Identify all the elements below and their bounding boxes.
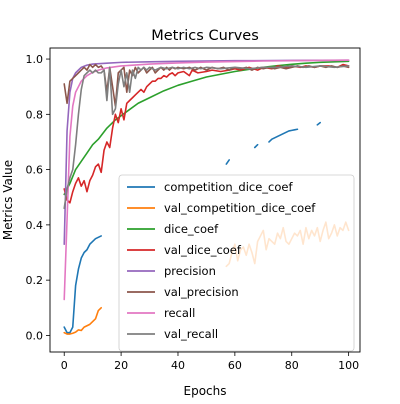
series-line-competition-dice-coef: [63, 121, 321, 334]
y-tick-label: 0.2: [26, 274, 44, 287]
x-tick-label: 0: [61, 359, 68, 372]
plot-area: [63, 59, 350, 335]
series-line-dice-coef: [63, 60, 350, 196]
chart-title: Metrics Curves: [151, 28, 259, 44]
legend-label-recall: recall: [164, 306, 195, 320]
x-tick-label: 60: [228, 359, 242, 372]
legend-label-precision: precision: [164, 264, 216, 278]
series-line-val-recall: [63, 65, 350, 210]
series-line-val-precision: [63, 63, 350, 107]
y-tick-label: 0.6: [26, 164, 44, 177]
y-tick-label: 0.4: [26, 219, 44, 232]
y-tick-label: 0.8: [26, 108, 44, 121]
series-line-recall: [63, 59, 350, 301]
axes-frame: [49, 47, 361, 353]
legend-label-val-precision: val_precision: [164, 285, 239, 299]
legend-label-val-recall: val_recall: [164, 327, 218, 341]
legend-label-val-dice-coef: val_dice_coef: [164, 243, 242, 257]
legend-label-val-competition-dice-coef: val_competition_dice_coef: [164, 201, 316, 215]
y-tick-label: 1.0: [26, 53, 44, 66]
legend-box: [118, 174, 355, 352]
y-tick-label: 0.0: [26, 329, 44, 342]
y-axis-label: Metrics Value: [1, 160, 15, 240]
legend: competition_dice_coef val_competition_dic…: [118, 174, 355, 352]
x-tick-label: 40: [171, 359, 185, 372]
x-axis-label: Epochs: [184, 384, 227, 398]
legend-label-competition-dice-coef: competition_dice_coef: [164, 180, 293, 194]
legend-label-dice-coef: dice_coef: [164, 222, 219, 236]
x-tick-label: 20: [114, 359, 128, 372]
axis-ticks: 0 20 40 60 80 100 0.0 0.2 0.4 0.6 0.8 1.0: [26, 53, 360, 372]
x-tick-label: 80: [285, 359, 299, 372]
x-tick-label: 100: [338, 359, 359, 372]
